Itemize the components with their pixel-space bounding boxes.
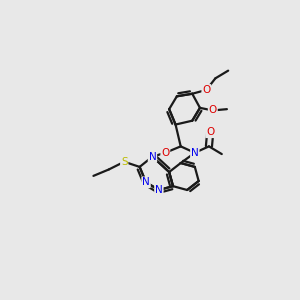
Text: O: O [209,105,217,116]
Text: O: O [161,148,170,158]
Text: O: O [202,85,211,95]
Text: S: S [121,157,128,167]
Text: N: N [155,185,163,195]
Text: N: N [191,148,199,158]
Text: O: O [206,127,214,137]
Text: N: N [142,177,150,187]
Text: N: N [148,152,156,162]
